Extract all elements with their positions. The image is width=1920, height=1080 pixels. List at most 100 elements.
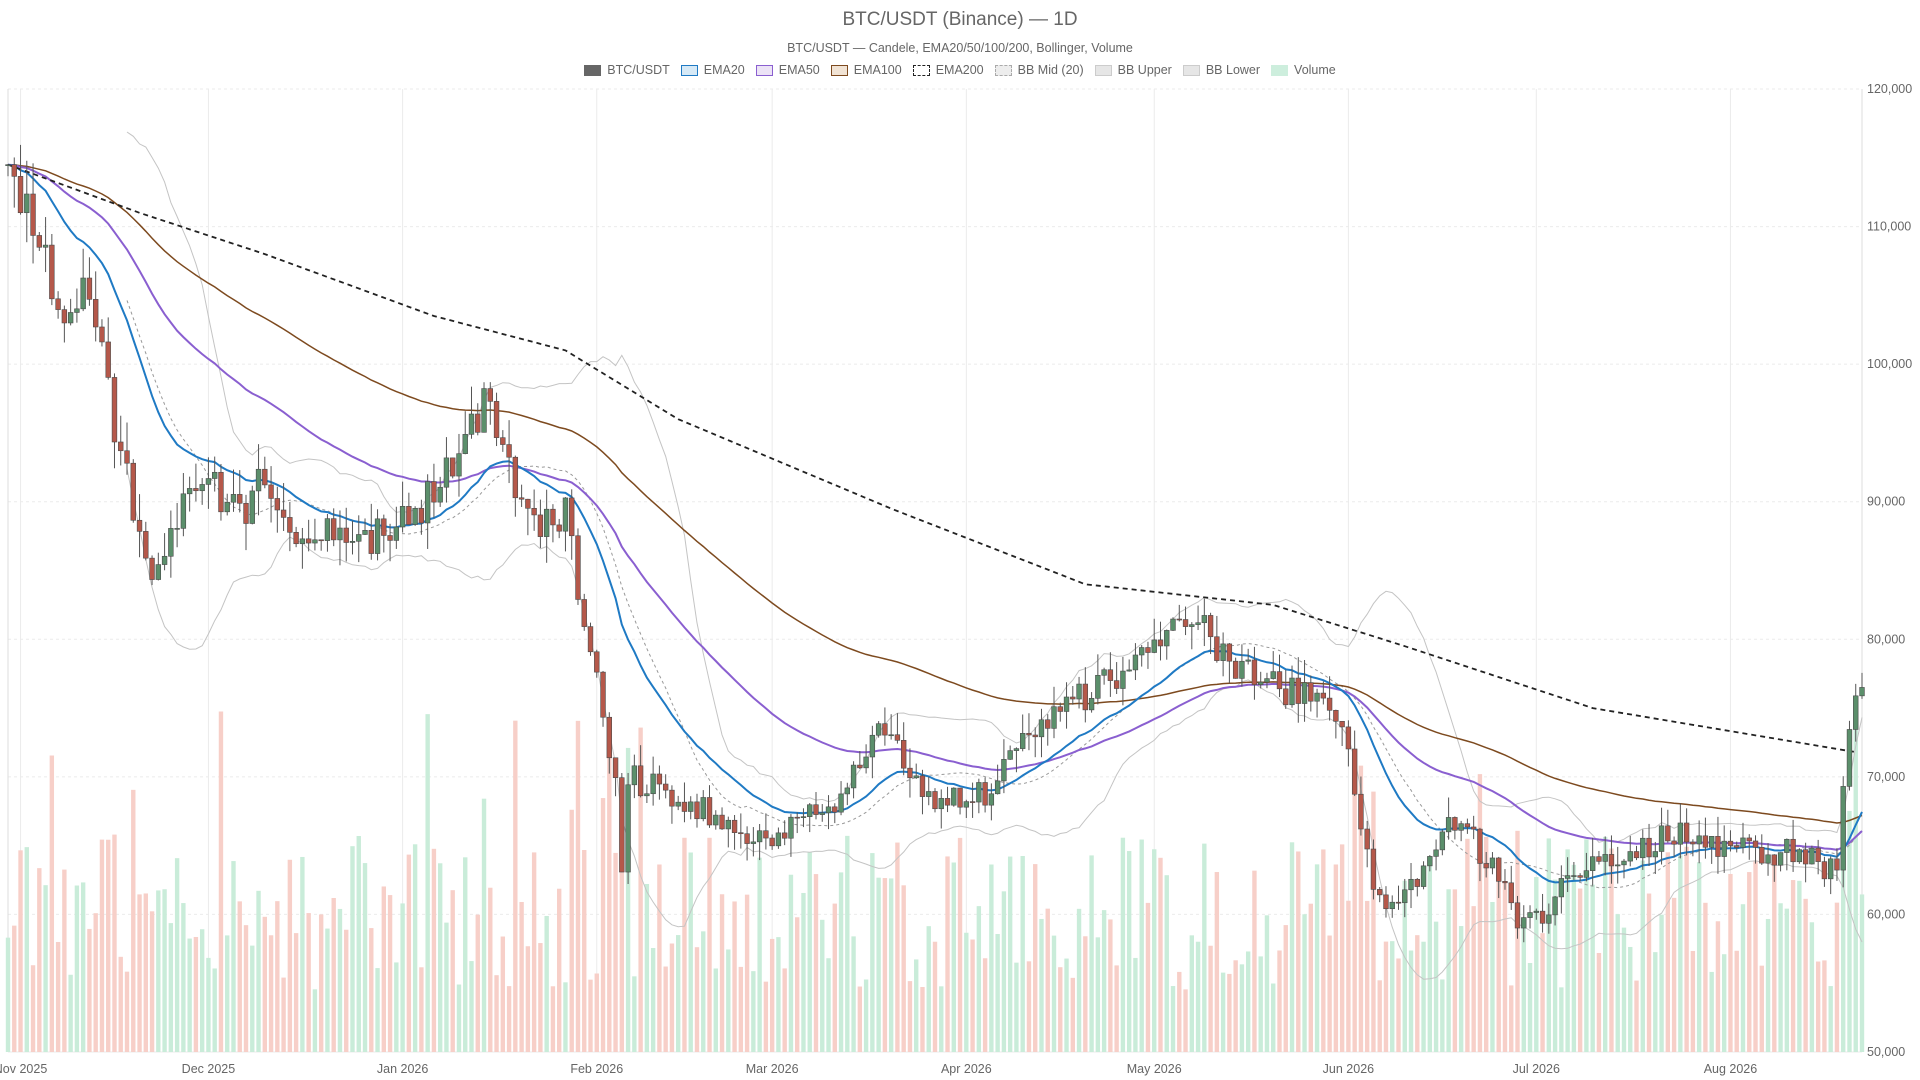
candle-body xyxy=(11,164,17,177)
candle-body xyxy=(1420,865,1427,887)
candle-body xyxy=(1621,860,1627,866)
candle-body xyxy=(1533,910,1539,913)
volume-bar xyxy=(1653,952,1658,1052)
candle-body xyxy=(399,506,406,528)
volume-bar xyxy=(149,911,155,1052)
volume-bar xyxy=(412,844,418,1052)
volume-bar xyxy=(1797,880,1802,1052)
candle-body xyxy=(1439,831,1446,851)
volume-bar xyxy=(1114,965,1119,1052)
candle-body xyxy=(237,494,243,504)
volume-bar xyxy=(782,968,787,1052)
candle-body xyxy=(512,456,519,499)
legend-item[interactable]: EMA50 xyxy=(755,63,820,77)
ema100-line xyxy=(7,163,1863,824)
volume-bar xyxy=(1803,898,1808,1052)
candle-body xyxy=(1345,726,1352,750)
candle-body xyxy=(1715,836,1721,857)
volume-bar xyxy=(425,714,430,1052)
volume-bar xyxy=(1058,967,1063,1052)
volume-bar xyxy=(1020,855,1025,1052)
legend-item[interactable]: BB Mid (20) xyxy=(994,63,1084,77)
candle-body xyxy=(1596,856,1602,862)
volume-bar xyxy=(174,858,180,1052)
volume-bar xyxy=(1753,860,1758,1052)
candle-body xyxy=(669,789,675,807)
volume-bar xyxy=(225,935,230,1052)
candle-body xyxy=(1264,678,1270,683)
legend-item[interactable]: Volume xyxy=(1271,63,1336,77)
candle-body xyxy=(1846,729,1853,787)
legend-label: Volume xyxy=(1294,63,1336,77)
legend-item[interactable]: EMA100 xyxy=(830,63,902,77)
candle-body xyxy=(230,494,237,503)
volume-bar xyxy=(838,872,844,1052)
candle-body xyxy=(1633,851,1640,859)
volume-bar xyxy=(1390,941,1395,1052)
volume-bar xyxy=(337,908,343,1052)
legend-label: EMA50 xyxy=(778,63,820,77)
candle-body xyxy=(1734,845,1740,848)
candle-body xyxy=(1470,826,1477,830)
candle-body xyxy=(17,176,24,214)
candle-body xyxy=(825,806,832,814)
volume-bar xyxy=(1164,875,1169,1052)
candle-body xyxy=(212,471,218,479)
candle-body xyxy=(994,780,1001,795)
candle-body xyxy=(1088,698,1095,711)
volume-bar xyxy=(450,890,455,1052)
candle-body xyxy=(719,814,725,830)
volume-bar xyxy=(375,968,380,1052)
candle-body xyxy=(1821,861,1828,880)
legend-item[interactable]: BB Lower xyxy=(1182,63,1260,77)
volume-bar xyxy=(632,976,637,1052)
volume-bar xyxy=(1778,903,1783,1052)
volume-bar xyxy=(1333,864,1339,1052)
volume-bar xyxy=(845,835,850,1052)
candle-body xyxy=(932,791,938,810)
volume-bar xyxy=(1101,910,1107,1052)
candle-body xyxy=(763,830,769,839)
candle-body xyxy=(1076,683,1082,700)
volume-bar xyxy=(437,863,443,1052)
legend-swatch xyxy=(584,64,602,76)
candle-body xyxy=(1683,822,1690,843)
volume-bar xyxy=(1007,856,1013,1052)
legend-item[interactable]: EMA200 xyxy=(912,63,984,77)
candle-body xyxy=(1251,659,1258,685)
volume-bar xyxy=(1446,889,1451,1052)
candle-body xyxy=(1564,875,1571,879)
candle-body xyxy=(255,468,262,492)
volume-bar xyxy=(444,922,449,1052)
candle-body xyxy=(1164,630,1170,647)
candle-body xyxy=(55,298,61,310)
volume-bar xyxy=(256,890,261,1052)
candle-body xyxy=(1708,836,1715,848)
candle-body xyxy=(1571,875,1577,877)
volume-bar xyxy=(538,943,543,1052)
volume-bar xyxy=(1621,927,1627,1052)
candle-body xyxy=(832,806,838,813)
volume-bar xyxy=(513,720,518,1052)
volume-bar xyxy=(1126,851,1132,1052)
volume-bar xyxy=(275,901,280,1052)
candle-body xyxy=(1132,654,1139,671)
candle-body xyxy=(788,816,794,839)
candle-body xyxy=(1095,674,1101,699)
legend-swatch xyxy=(1182,64,1200,76)
volume-bar xyxy=(744,894,750,1052)
legend-item[interactable]: BB Upper xyxy=(1094,63,1172,77)
volume-bar xyxy=(888,878,894,1052)
y-tick-label: 80,000 xyxy=(1867,632,1905,646)
candle-body xyxy=(93,299,99,328)
candle-body xyxy=(1546,914,1552,924)
candle-body xyxy=(274,498,281,511)
legend-swatch xyxy=(1094,64,1112,76)
volume-bar xyxy=(569,809,574,1052)
candle-body xyxy=(625,784,631,873)
legend-item[interactable]: BTC/USDT xyxy=(584,63,670,77)
legend-item[interactable]: EMA20 xyxy=(680,63,745,77)
volume-bar xyxy=(1540,933,1545,1052)
volume-bar xyxy=(713,968,718,1052)
